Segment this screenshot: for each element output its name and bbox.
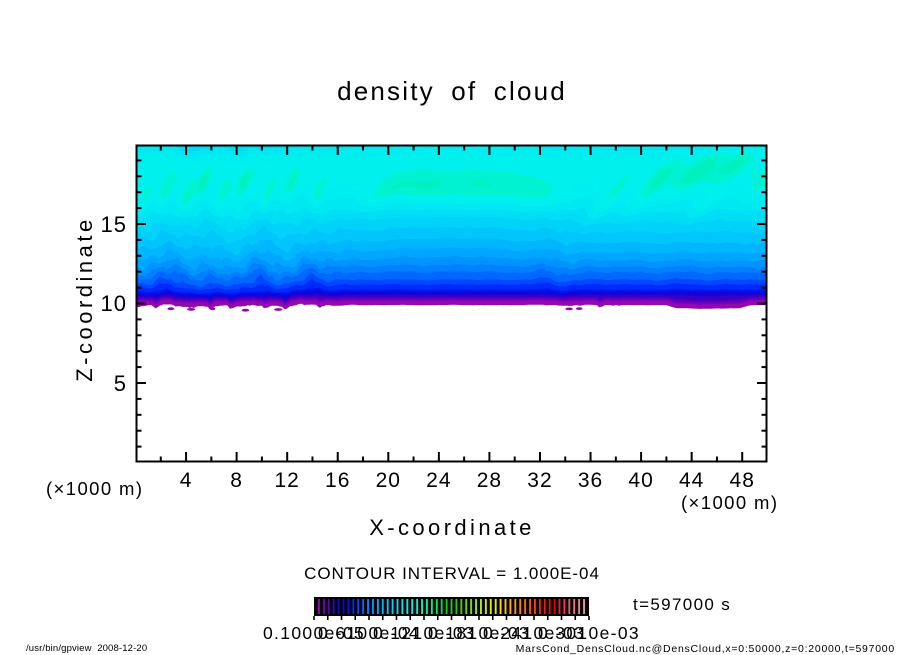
x-tick-label: 32 xyxy=(527,469,553,492)
axis-ticks xyxy=(136,145,767,462)
x-axis-unit-left: (×1000 m) xyxy=(46,478,144,499)
contour-interval-label: CONTOUR INTERVAL = 1.000E-04 xyxy=(304,564,600,583)
x-tick-label: 12 xyxy=(274,469,300,492)
x-tick-label: 20 xyxy=(375,469,401,492)
x-tick-label: 48 xyxy=(729,469,755,492)
x-axis-unit-right: (×1000 m) xyxy=(681,492,779,513)
cloud-density-field xyxy=(136,145,767,310)
x-axis-label: X-coordinate xyxy=(369,514,535,540)
x-tick-label: 8 xyxy=(230,469,243,492)
z-tick-label: 5 xyxy=(113,370,127,396)
z-tick-label: 15 xyxy=(100,211,127,237)
footer-command: /usr/bin/gpview 2008-12-20 xyxy=(26,642,148,654)
colorbar-tick-label: 0.2410e-03 xyxy=(482,623,586,643)
z-tick-label: 10 xyxy=(100,291,127,316)
x-tick-label: 36 xyxy=(577,469,604,492)
colorbar-tick-label: 0.1810e-03 xyxy=(427,623,531,643)
time-label: t=597000 s xyxy=(633,595,732,614)
x-tick-label: 16 xyxy=(325,469,351,492)
x-tick-label: 44 xyxy=(678,469,705,492)
colorbar-tick-label: 0.1000e-05 xyxy=(262,623,366,643)
colorbar xyxy=(313,597,590,620)
colorbar-tick-label: 0.1210e-03 xyxy=(372,623,476,643)
x-tick-label: 28 xyxy=(476,469,503,492)
colorbar-tick-label: 0.3010e-03 xyxy=(537,623,641,643)
x-tick-label: 4 xyxy=(179,469,193,492)
x-tick-label: 24 xyxy=(426,469,452,492)
footer-source: MarsCond_DensCloud.nc@DensCloud,x=0:5000… xyxy=(515,642,895,655)
plot-title: density of cloud xyxy=(337,75,567,106)
colorbar-tick-label: 0.6100e-04 xyxy=(317,623,421,643)
cloud-specks xyxy=(167,307,583,312)
x-tick-label: 40 xyxy=(628,469,654,492)
